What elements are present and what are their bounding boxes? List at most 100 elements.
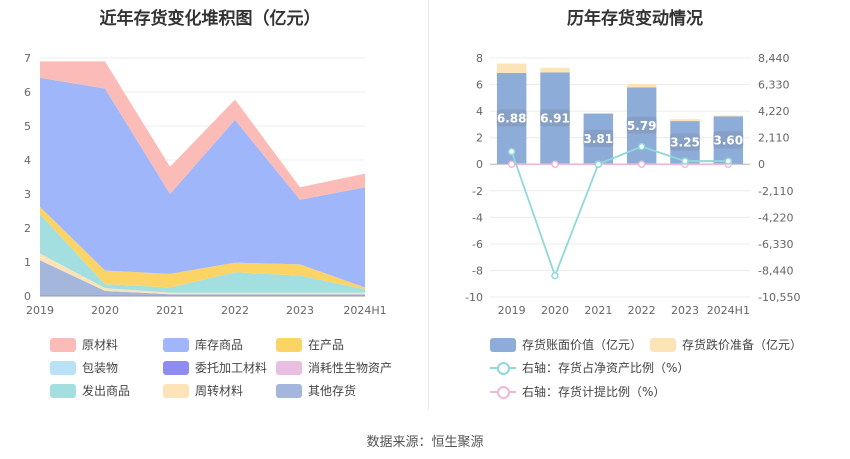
line-point [507,160,516,168]
left-x-tick-label: 2024H1 [343,304,386,317]
bar-value-label: 3.81 [584,132,614,146]
legend-swatch [276,383,302,398]
line-point [551,160,559,168]
inventory-bar [540,72,570,165]
line-右轴：存货占净资产比例（%） [510,145,729,279]
legend-label: 右轴：存货占净资产比例（%） [522,361,690,375]
right-left-y-tick-label: -8 [472,264,483,277]
legend-label: 原材料 [82,338,119,352]
left-legend-item[interactable]: 原材料 [50,336,118,353]
right-x-tick-label: 2024H1 [707,304,750,317]
right-legend-item[interactable]: 右轴：存货计提比例（%） [490,383,665,400]
bar-label-bg [626,116,657,134]
legend-swatch [490,337,516,352]
left-legend-item[interactable]: 周转材料 [163,382,243,399]
inventory-bar [713,116,744,165]
legend-swatch [490,385,516,399]
legend-swatch [50,337,76,352]
legend-label: 在产品 [308,338,345,352]
left-y-tick-label: 1 [24,256,31,269]
left-y-tick-label: 7 [24,52,31,65]
panel-divider [428,0,429,410]
left-legend-item[interactable]: 库存商品 [163,336,243,353]
right-left-y-tick-label: 2 [476,132,483,145]
legend-swatch [50,383,76,398]
right-chart-title: 历年存货变动情况 [567,9,703,29]
bar-label-bg [540,109,570,127]
legend-swatch [276,337,302,352]
legend-swatch [490,361,516,375]
right-x-tick-label: 2020 [541,304,569,317]
bar-value-label: 6.91 [540,111,570,125]
data-source-note: 数据来源：恒生聚源 [366,435,484,450]
left-legend-item[interactable]: 消耗性生物资产 [276,359,392,376]
line-point [594,160,603,168]
legend-label: 发出商品 [82,384,131,398]
right-right-y-tick-label: -6,330 [758,238,793,251]
line-point [681,157,689,165]
left-x-tick-label: 2023 [286,304,314,317]
left-x-tick-label: 2022 [221,304,249,317]
left-x-tick-label: 2019 [26,304,54,317]
legend-swatch [163,360,189,375]
left-x-tick-label: 2021 [156,304,184,317]
right-legend-item[interactable]: 右轴：存货占净资产比例（%） [490,359,689,376]
right-left-y-tick-label: 4 [476,105,483,118]
right-left-y-tick-label: -2 [472,185,483,198]
left-legend-item[interactable]: 委托加工材料 [163,359,267,376]
legend-swatch [650,337,676,352]
left-legend-item[interactable]: 包装物 [50,359,118,376]
line-point [551,271,559,280]
legend-label: 存货账面价值（亿元） [522,338,643,352]
legend-label: 存货跌价准备（亿元） [682,338,803,352]
right-legend-item[interactable]: 存货跌价准备（亿元） [650,336,802,353]
left-legend-item[interactable]: 在产品 [276,336,344,353]
area-发出商品 [40,214,365,293]
left-y-tick-label: 4 [24,154,31,167]
inventory-bar [583,113,614,165]
area-库存商品 [40,77,365,288]
right-right-y-tick-label: 0 [758,158,765,171]
right-right-y-tick-label: -10,550 [758,291,800,304]
line-point [637,142,646,151]
area-其他存货 [40,260,365,296]
left-y-tick-label: 6 [24,86,31,99]
left-legend-item[interactable]: 其他存货 [276,382,356,399]
legend-label: 周转材料 [195,384,244,398]
right-legend-item[interactable]: 存货账面价值（亿元） [490,336,642,353]
legend-label: 右轴：存货计提比例（%） [522,385,666,399]
right-x-tick-label: 2023 [671,304,699,317]
right-x-tick-label: 2019 [498,304,526,317]
legend-label: 委托加工材料 [195,361,268,375]
bar-value-label: 5.79 [627,119,657,133]
left-x-tick-label: 2020 [91,304,119,317]
right-x-tick-label: 2021 [584,304,612,317]
right-left-y-tick-label: 0 [476,158,483,171]
right-left-y-tick-label: -4 [472,211,483,224]
left-legend-item[interactable]: 发出商品 [50,382,130,399]
legend-swatch [276,360,302,375]
right-right-y-tick-label: 8,440 [758,52,790,65]
provision-bar [496,63,527,73]
right-right-y-tick-label: 2,110 [758,132,790,145]
legend-swatch [50,360,76,375]
right-right-y-tick-label: -8,440 [758,264,793,277]
line-point [724,157,733,165]
left-chart-title: 近年存货变化堆积图（亿元） [99,9,321,29]
bar-value-label: 3.25 [670,136,700,150]
provision-bar [626,84,657,88]
legend-label: 库存商品 [195,338,244,352]
right-right-y-tick-label: 6,330 [758,79,790,92]
provision-bar [540,67,570,73]
right-left-y-tick-label: -6 [472,238,483,251]
bar-label-bg [496,109,527,127]
bar-value-label: 3.60 [714,133,744,147]
right-left-y-tick-label: -10 [465,291,483,304]
legend-swatch [163,337,189,352]
provision-bar [713,115,744,117]
bar-label-bg [583,129,614,147]
right-right-y-tick-label: -2,110 [758,185,793,198]
right-left-y-tick-label: 8 [476,52,483,65]
